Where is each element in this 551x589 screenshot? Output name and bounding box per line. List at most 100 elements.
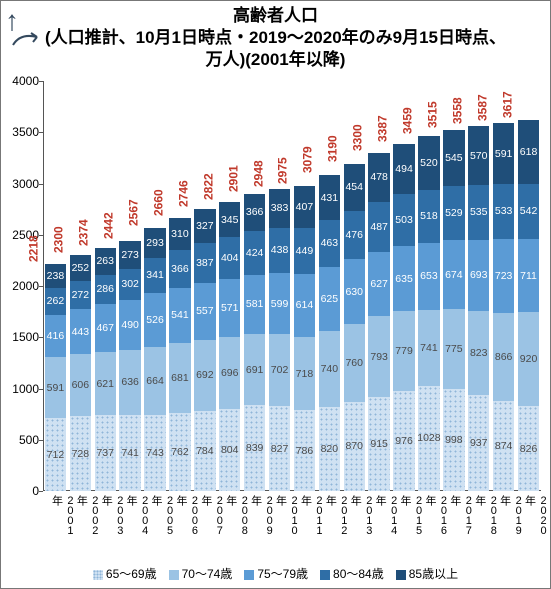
segment-value: 490 — [121, 319, 139, 331]
bar-segment: 820 — [319, 407, 340, 491]
bar-segment: 557 — [194, 283, 215, 340]
segment-value: 1028 — [417, 432, 440, 444]
bar-segment: 545 — [443, 130, 464, 186]
bar-segment: 915 — [368, 397, 389, 491]
bar-segment: 614 — [294, 274, 315, 337]
segment-value: 273 — [121, 249, 139, 261]
segment-value: 302 — [121, 278, 139, 290]
segment-value: 571 — [221, 302, 239, 314]
chart-title: 高齢者人口 (人口推計、10月1日時点・2019～2020年のみ9月15日時点、… — [1, 1, 550, 71]
total-label: 2975 — [276, 157, 290, 186]
legend-item: 85歳以上 — [396, 565, 458, 582]
legend-item: 70～74歳 — [169, 565, 233, 582]
bar-segment: 345 — [219, 202, 240, 237]
bar-segment: 793 — [368, 316, 389, 397]
bar-group: 9987756745295453515 — [443, 81, 464, 491]
bar-segment: 463 — [319, 220, 340, 267]
total-label: 2746 — [176, 181, 190, 210]
segment-value: 793 — [370, 351, 388, 363]
bar-segment: 636 — [119, 350, 140, 415]
segment-value: 416 — [47, 330, 65, 342]
bar-segment: 635 — [393, 246, 414, 311]
y-axis-label: 1500 — [12, 330, 43, 344]
bar-segment: 431 — [319, 175, 340, 219]
x-axis-label: 2017年 — [447, 491, 475, 535]
bar-segment: 762 — [169, 413, 190, 491]
segment-value: 366 — [171, 263, 189, 275]
legend-label: 70～74歳 — [182, 567, 233, 581]
legend-label: 65～69歳 — [106, 567, 157, 581]
segment-value: 621 — [96, 378, 114, 390]
bar-segment: 454 — [344, 164, 365, 211]
segment-value: 827 — [271, 443, 289, 455]
total-label: 3515 — [425, 101, 439, 130]
bar-segment: 238 — [45, 264, 66, 288]
segment-value: 728 — [72, 448, 90, 460]
bar-segment: 826 — [518, 406, 539, 491]
segment-value: 636 — [121, 376, 139, 388]
total-label: 3617 — [500, 92, 514, 121]
segment-value: 431 — [321, 192, 339, 204]
segment-value: 383 — [271, 202, 289, 214]
segment-value: 826 — [520, 443, 538, 455]
legend: 65～69歳70～74歳75～79歳80～84歳85歳以上 — [1, 565, 550, 582]
x-axis-label: 2007年 — [198, 491, 226, 535]
segment-value: 674 — [445, 269, 463, 281]
bar-segment: 786 — [294, 410, 315, 491]
segment-value: 366 — [246, 206, 264, 218]
bar-segment: 286 — [95, 275, 116, 304]
segment-value: 653 — [420, 270, 438, 282]
segment-value: 920 — [520, 353, 538, 365]
x-axis-label: 2012年 — [322, 491, 350, 535]
bar-segment: 478 — [368, 153, 389, 202]
bar-segment: 366 — [244, 194, 265, 232]
bar-segment: 302 — [119, 269, 140, 300]
bar-segment: 740 — [319, 331, 340, 407]
x-axis-label: 2019年 — [497, 491, 525, 535]
plot-area: 0500100015002000250030003500400071259141… — [43, 81, 541, 491]
bar-group: 8748667235335913587 — [493, 81, 514, 491]
segment-value: 870 — [345, 440, 363, 452]
bar-segment: 741 — [119, 415, 140, 491]
segment-value: 937 — [470, 437, 488, 449]
bar-segment: 775 — [443, 309, 464, 388]
bar-segment: 743 — [144, 415, 165, 491]
bar-group: 7125914162622382218 — [45, 81, 66, 491]
segment-value: 740 — [321, 363, 339, 375]
segment-value: 387 — [196, 257, 214, 269]
segment-value: 775 — [445, 343, 463, 355]
segment-value: 272 — [72, 289, 90, 301]
legend-label: 80～84歳 — [333, 567, 384, 581]
segment-value: 786 — [296, 445, 314, 457]
bar-group: 8269207115426183617 — [518, 81, 539, 491]
bar-segment: 366 — [169, 250, 190, 288]
x-axis-label: 2015年 — [397, 491, 425, 535]
segment-value: 591 — [47, 382, 65, 394]
bar-group: 9378236935355703558 — [468, 81, 489, 491]
segment-value: 712 — [47, 449, 65, 461]
bar-segment: 823 — [468, 311, 489, 395]
total-label: 3079 — [301, 147, 315, 176]
segment-value: 327 — [196, 220, 214, 232]
segment-value: 438 — [271, 244, 289, 256]
bar-group: 7436645263412932567 — [144, 81, 165, 491]
x-axis-label: 2013年 — [347, 491, 375, 535]
bar-group: 7846925573873272746 — [194, 81, 215, 491]
bar-segment: 263 — [95, 248, 116, 275]
segment-value: 424 — [246, 247, 264, 259]
segment-value: 570 — [470, 150, 488, 162]
bar-segment: 827 — [269, 406, 290, 491]
bar-group: 7867186144494072975 — [294, 81, 315, 491]
bar-segment: 674 — [443, 240, 464, 309]
segment-value: 581 — [246, 298, 264, 310]
bar-segment: 779 — [393, 311, 414, 391]
bar-segment: 691 — [244, 334, 265, 405]
bar-group: 7286064432722522300 — [70, 81, 91, 491]
segment-value: 293 — [146, 237, 164, 249]
segment-value: 711 — [520, 270, 537, 282]
segment-value: 599 — [271, 298, 289, 310]
total-label: 3387 — [376, 115, 390, 144]
y-axis-label: 3000 — [12, 177, 43, 191]
segment-value: 520 — [420, 157, 438, 169]
segment-value: 618 — [520, 146, 538, 158]
